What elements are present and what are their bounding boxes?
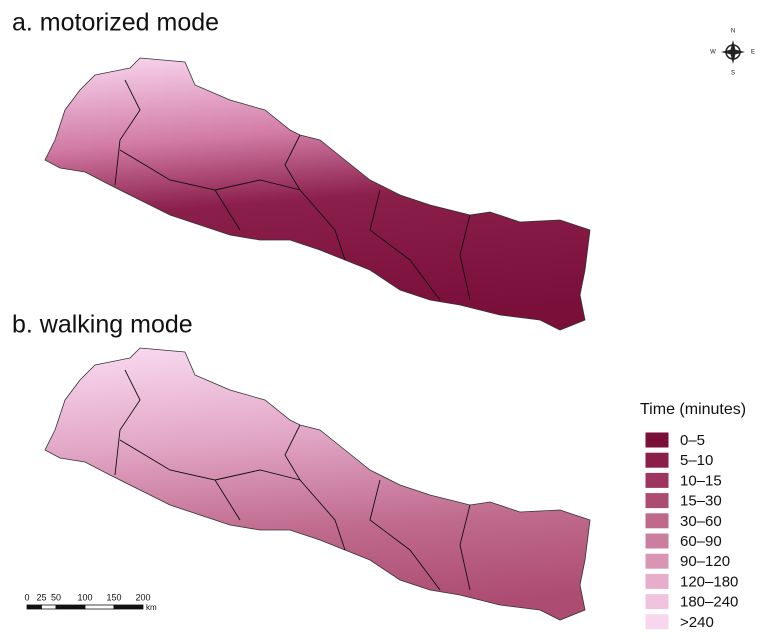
legend-label: 10–15 (680, 472, 722, 489)
legend-label: 90–120 (680, 553, 730, 570)
scale-label: 0 (24, 592, 29, 602)
legend-swatch (645, 614, 669, 630)
scale-label: 100 (77, 592, 92, 602)
map-motorized (45, 58, 590, 330)
legend-swatch (645, 594, 669, 610)
legend-swatch (645, 553, 669, 569)
scale-label: 150 (106, 592, 121, 602)
legend-swatch (645, 472, 669, 488)
scale-segment (85, 605, 114, 609)
legend-label: 15–30 (680, 493, 722, 510)
scale-segment (42, 605, 57, 609)
legend-label: 180–240 (680, 594, 738, 611)
compass-label: N (731, 29, 735, 35)
compass-label: E (751, 50, 755, 56)
scale-label: 25 (36, 592, 46, 602)
scale-segment (114, 605, 143, 609)
map-walking (45, 348, 590, 620)
map-title: b. walking mode (12, 311, 193, 339)
scale-label: 200 (135, 592, 150, 602)
legend-label: 0–5 (680, 432, 705, 449)
legend-swatch (645, 432, 669, 448)
figure: a. motorized mode b. walking mode N W E … (0, 0, 773, 633)
compass-label: W (710, 50, 716, 56)
scale-unit: km (146, 603, 157, 612)
scale-segment (56, 605, 85, 609)
legend-label: 30–60 (680, 513, 722, 530)
legend-label: 120–180 (680, 573, 738, 590)
legend-label: 5–10 (680, 452, 713, 469)
compass: N W E S (710, 29, 755, 77)
legend-label: >240 (680, 614, 714, 631)
compass-label: S (731, 71, 735, 77)
legend-swatch (645, 533, 669, 549)
legend-title: Time (minutes) (640, 401, 746, 418)
legend-label: 60–90 (680, 533, 722, 550)
legend-swatch (645, 493, 669, 509)
scale-label: 50 (51, 592, 61, 602)
legend-swatch (645, 452, 669, 468)
map-title: a. motorized mode (12, 9, 219, 37)
scale-segment (27, 605, 42, 609)
legend-swatch (645, 573, 669, 589)
legend: 0–5 5–10 10–15 15–30 30–60 60–90 90–120 120–180… (645, 432, 738, 631)
legend-swatch (645, 513, 669, 529)
